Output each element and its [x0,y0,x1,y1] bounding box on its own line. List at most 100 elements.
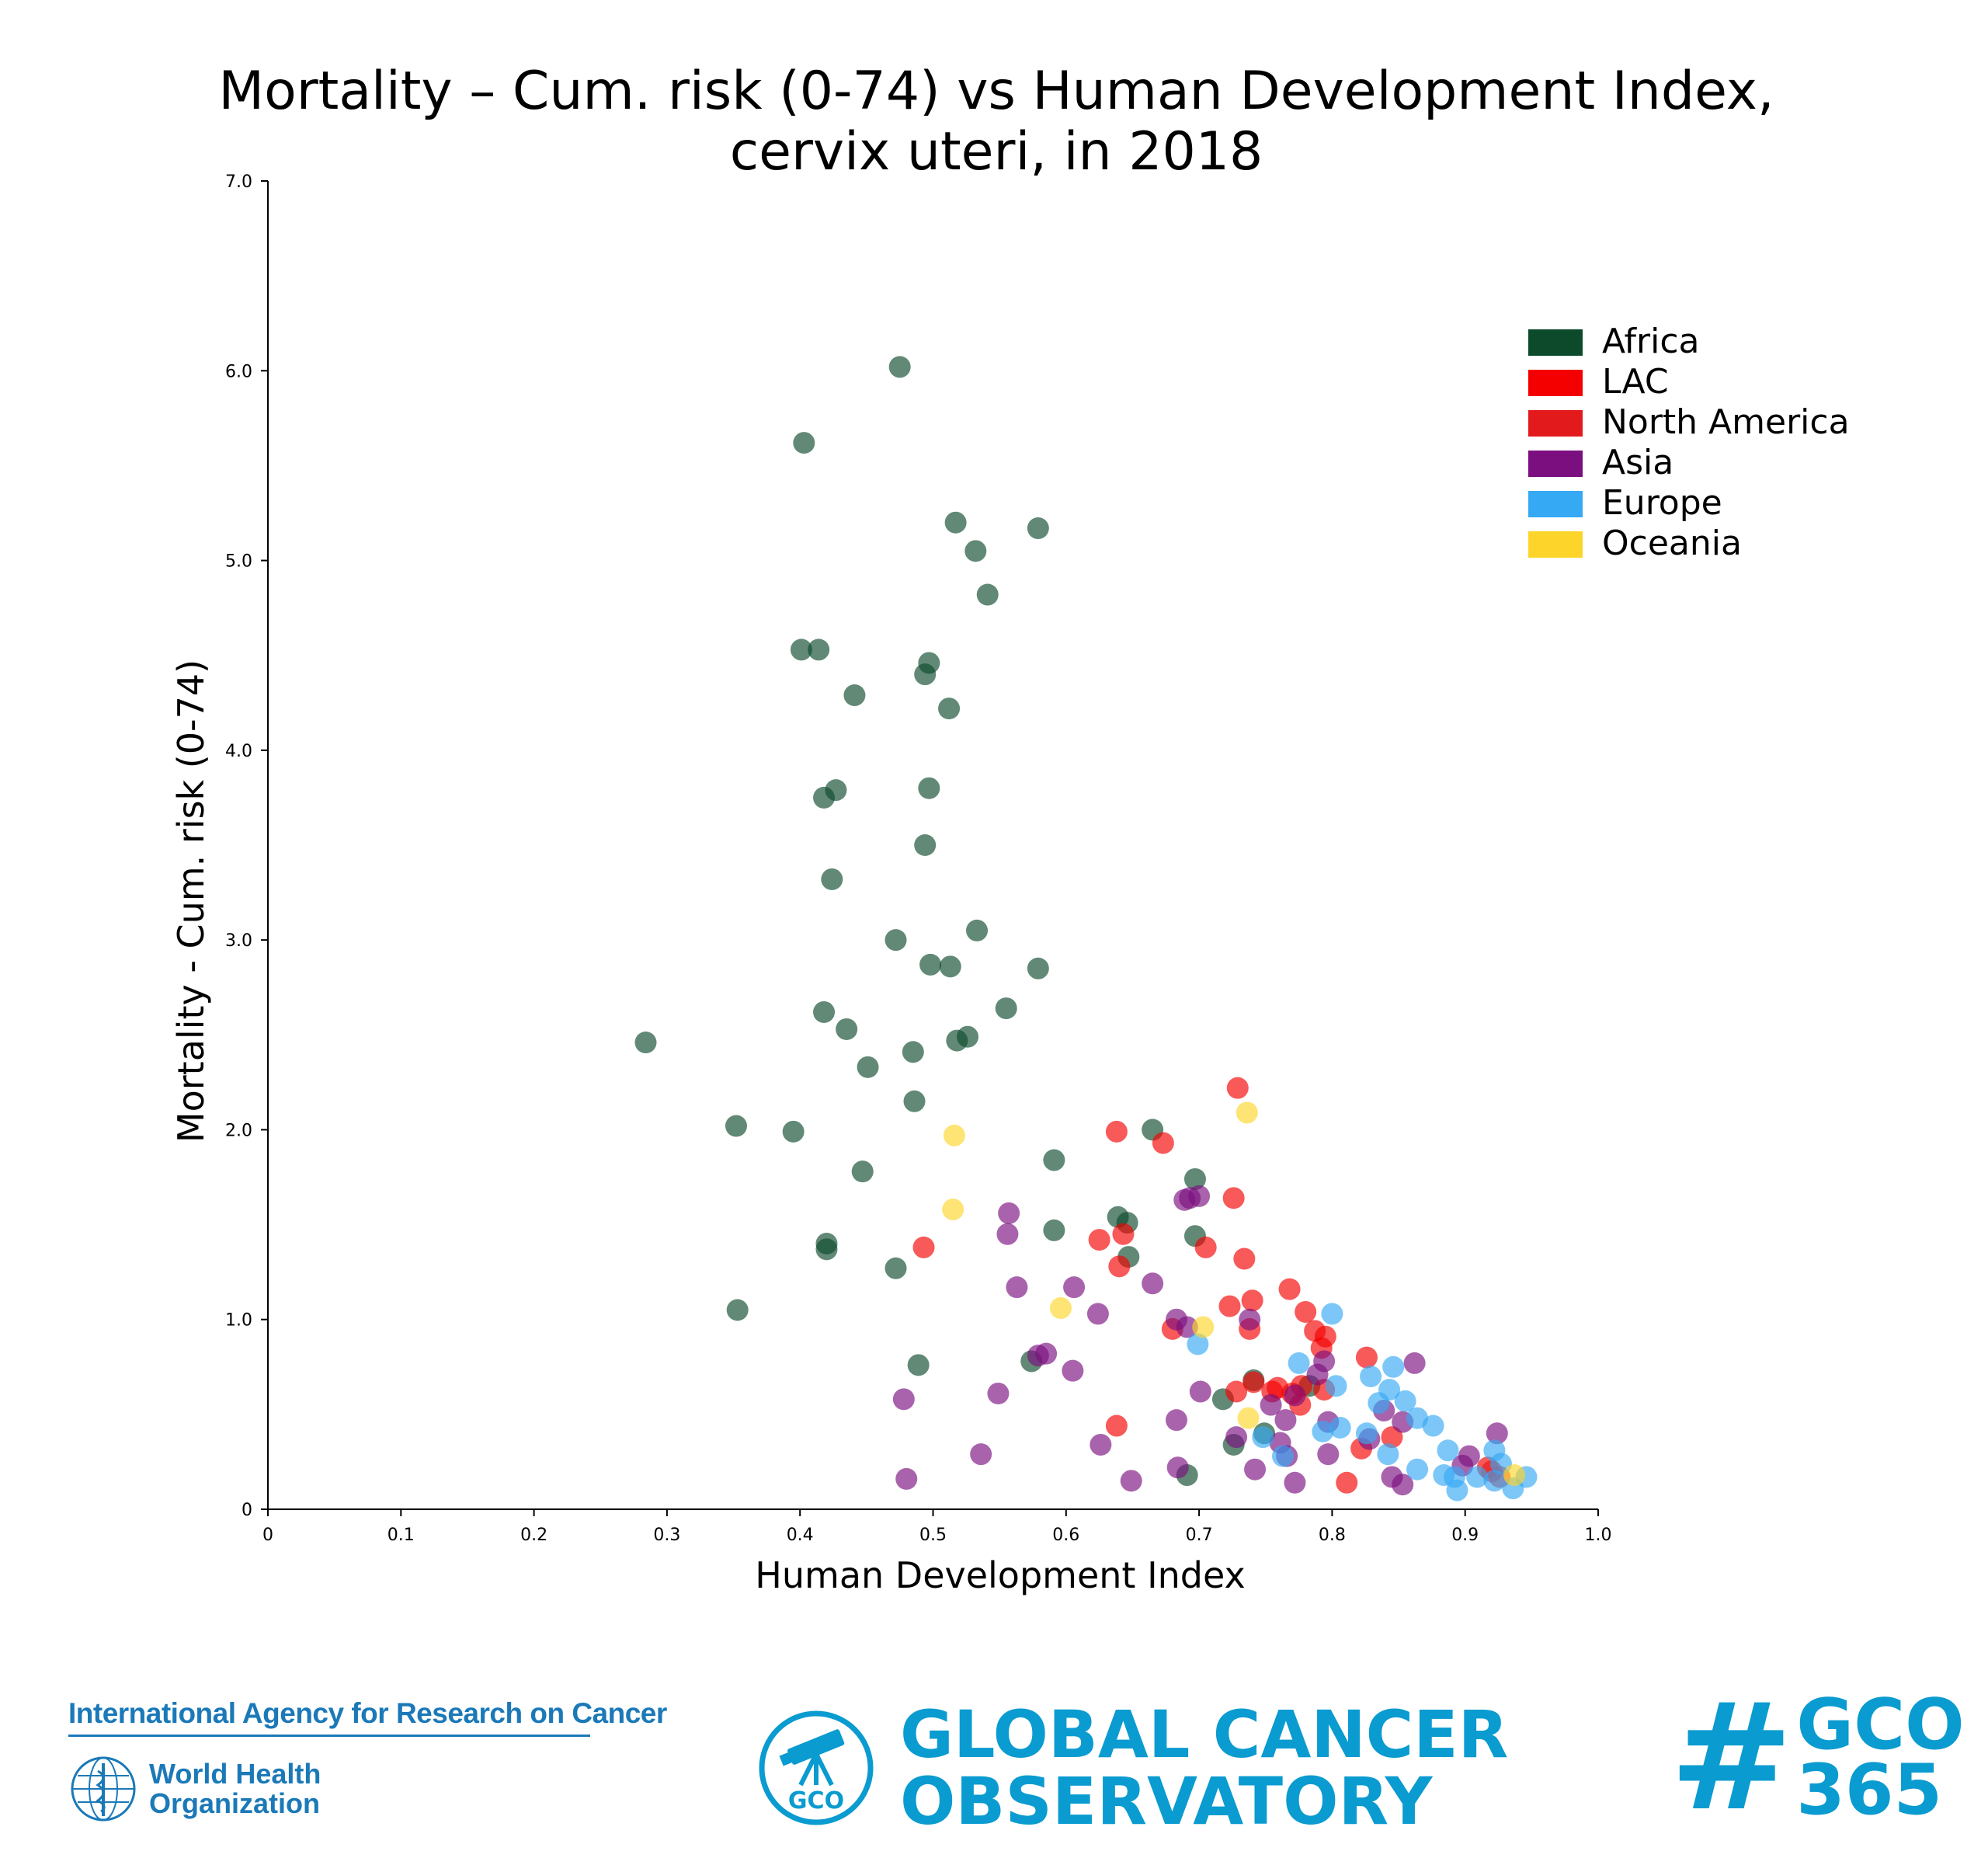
point-lac [1242,1371,1265,1394]
point-lac [1336,1471,1358,1494]
gco-line-2: OBSERVATORY [900,1763,1433,1839]
point-africa [919,953,942,976]
point-oceania [943,1124,965,1147]
point-asia [892,1388,915,1411]
legend-swatch [1528,370,1583,396]
legend-label: Africa [1602,322,1700,361]
iarc-name: International Agency for Research on Can… [68,1697,667,1729]
point-europe [1446,1479,1468,1501]
hashtag-line-1: GCO [1796,1684,1965,1766]
who-name: World Health Organization [149,1759,321,1818]
who-emblem-icon [71,1756,136,1822]
point-oceania [942,1199,964,1221]
point-europe [1360,1366,1382,1387]
point-africa [903,1090,926,1112]
point-europe [1321,1303,1343,1325]
hashtag-line-2: 365 [1796,1749,1943,1831]
point-europe [1406,1458,1429,1481]
point-asia [1403,1352,1426,1374]
point-europe [1325,1375,1347,1397]
point-oceania [1237,1407,1260,1429]
point-asia [1027,1345,1049,1367]
point-lac [1226,1077,1249,1099]
point-asia [1006,1276,1028,1299]
legend-swatch [1528,491,1583,517]
point-europe [1288,1352,1310,1374]
point-africa [808,638,830,661]
point-lac [1108,1255,1131,1278]
legend-swatch [1528,410,1583,437]
x-tick-label: 0.5 [919,1526,947,1545]
point-asia [895,1467,918,1490]
point-asia [1392,1474,1414,1496]
point-africa [914,834,937,856]
point-africa [902,1041,924,1063]
gco-logo: GCO GLOBAL CANCER OBSERVATORY [757,1701,1508,1835]
y-tick-label: 5.0 [225,552,252,572]
y-axis-label: Mortality - Cum. risk (0-74) [170,659,212,1143]
chart-title-line-2: cervix uteri, in 2018 [730,121,1263,183]
point-africa [938,698,961,720]
point-europe [1466,1466,1489,1488]
point-lac [1233,1247,1256,1270]
x-tick-label: 0.4 [787,1526,814,1545]
point-africa [1043,1149,1065,1171]
point-lac [1105,1120,1128,1143]
point-europe [1368,1392,1390,1414]
point-africa [836,1018,858,1040]
x-tick-label: 0.1 [388,1526,415,1545]
point-asia [1274,1409,1297,1432]
point-africa [907,1354,930,1376]
point-africa [793,432,815,454]
point-africa [1183,1167,1206,1190]
point-oceania [1503,1464,1526,1487]
point-africa [995,997,1017,1020]
iarc-divider [68,1735,590,1737]
x-tick-label: 1.0 [1585,1526,1612,1545]
point-africa [782,1120,805,1143]
point-africa [944,511,967,534]
point-africa [725,1115,747,1137]
point-europe [1437,1439,1459,1462]
who-name-line-2: Organization [149,1787,321,1819]
point-asia [1142,1272,1164,1295]
point-africa [1043,1219,1065,1241]
point-lac [1088,1229,1110,1251]
point-africa [939,955,961,978]
point-africa [813,786,836,809]
point-europe [1377,1443,1399,1466]
gco365-hashtag: # GCO 365 [1670,1684,1965,1832]
y-tick-label: 4.0 [225,742,252,761]
point-asia [1225,1426,1248,1449]
x-tick-label: 0 [262,1526,273,1545]
gco-telescope-icon: GCO [759,1710,874,1825]
point-lac [1152,1132,1174,1154]
point-asia [1486,1422,1508,1445]
point-europe [1394,1390,1416,1412]
point-africa [813,1000,836,1023]
chart-title-line-1: Mortality – Cum. risk (0-74) vs Human De… [218,61,1774,122]
x-tick-label: 0.3 [653,1526,680,1545]
point-africa [885,1257,907,1279]
point-lac [1355,1346,1378,1369]
point-asia [1120,1470,1142,1492]
point-europe [1312,1420,1334,1442]
point-africa [634,1032,657,1054]
legend-label: Asia [1602,443,1673,482]
point-africa [976,583,999,606]
legend-swatch [1528,451,1583,477]
y-axis-ticks: 0 1.0 2.0 3.0 4.0 5.0 6.0 7.0 [225,172,268,1520]
legend-label: North America [1602,402,1850,442]
point-europe [1382,1355,1405,1378]
point-asia [970,1443,992,1466]
point-lac [912,1236,935,1258]
point-asia [1317,1443,1340,1466]
point-europe [1422,1414,1444,1437]
point-asia [987,1382,1010,1404]
point-africa [885,929,907,952]
point-lac [1295,1300,1317,1323]
who-name-line-1: World Health [149,1758,321,1790]
legend-swatch [1528,531,1583,558]
point-asia [998,1202,1020,1224]
point-africa [1027,957,1049,979]
